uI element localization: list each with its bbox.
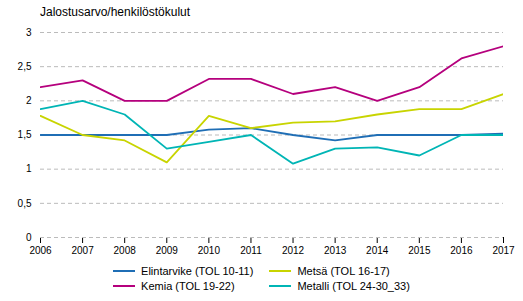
svg-text:2,5: 2,5 [18,61,32,72]
svg-text:2012: 2012 [282,245,305,256]
html-text:Metalli (TOL 24-30_33): Metalli (TOL 24-30_33) [297,280,410,292]
svg-text:1,5: 1,5 [18,129,32,140]
svg-text:2016: 2016 [450,245,473,256]
svg-text:2007: 2007 [71,245,94,256]
html-text:Metsä (TOL 16-17): Metsä (TOL 16-17) [297,265,390,277]
svg-text:2015: 2015 [408,245,431,256]
svg-text:2010: 2010 [198,245,221,256]
svg-text:3: 3 [26,27,32,38]
svg-text:2: 2 [26,95,32,106]
svg-text:2006: 2006 [29,245,52,256]
svg-text:2013: 2013 [324,245,347,256]
svg-text:2009: 2009 [156,245,179,256]
html-text:Kemia (TOL 19-22): Kemia (TOL 19-22) [141,280,235,292]
svg-text:2011: 2011 [240,245,262,256]
svg-text:0: 0 [26,232,32,243]
html-text:Elintarvike (TOL 10-11): Elintarvike (TOL 10-11) [141,265,254,277]
svg-text:1: 1 [26,163,32,174]
svg-text:2017: 2017 [492,245,515,256]
svg-text:0,5: 0,5 [18,198,32,209]
svg-text:2008: 2008 [114,245,137,256]
svg-text:2014: 2014 [366,245,389,256]
html-text:Jalostusarvo/henkilöstökulut: Jalostusarvo/henkilöstökulut [40,5,191,19]
